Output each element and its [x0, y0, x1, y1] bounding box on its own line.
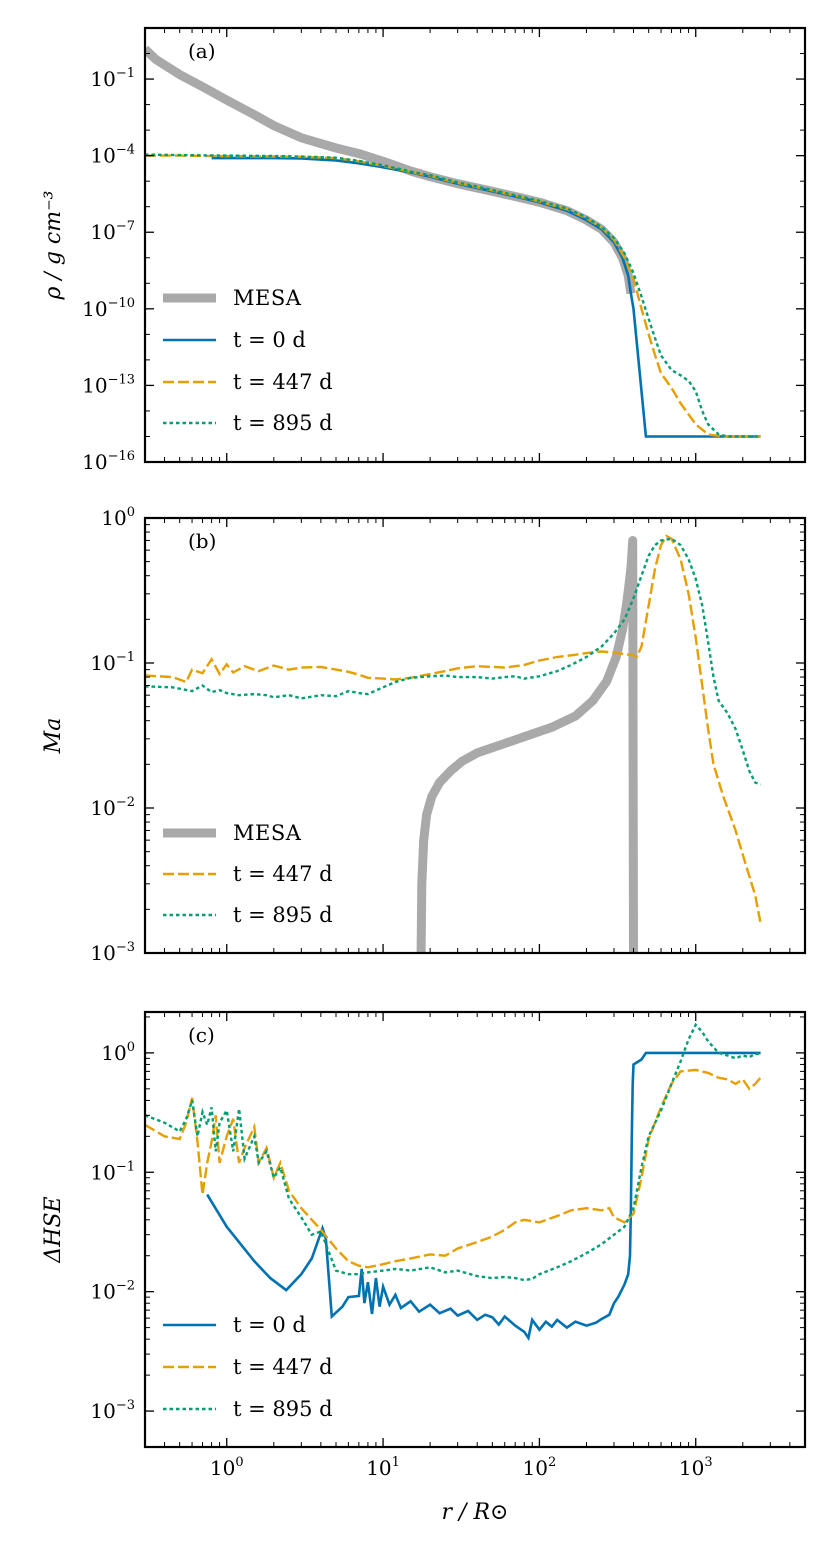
legend-entry: t = 447 d: [233, 370, 333, 394]
x-tick-label: 101: [366, 1455, 400, 1480]
y-tick-label: 10−1: [90, 1159, 135, 1184]
x-tick-label: 100: [210, 1455, 244, 1480]
y-tick-label: 10−1: [90, 66, 135, 91]
y-tick-label: 10−2: [90, 795, 135, 820]
legend: MESA t = 447 d t = 895 d: [163, 821, 333, 927]
y-tick-label: 10−16: [82, 449, 135, 474]
series-group: [145, 534, 762, 953]
y-tick-label: 100: [101, 1040, 135, 1065]
y-axis-label: Ma: [41, 718, 66, 755]
y-tick-label: 10−2: [90, 1279, 135, 1304]
legend-entry: t = 447 d: [233, 1355, 333, 1379]
y-tick-label: 10−3: [90, 1398, 135, 1423]
panel-a: 10−16 10−13 10−10 10−7 10−4 10−1 (a) ρ / g cm⁻³…: [41, 26, 807, 474]
series-group: [145, 1022, 762, 1342]
series-group: [145, 45, 761, 438]
axes-frame: [143, 26, 807, 464]
x-tick-label: 102: [523, 1455, 557, 1480]
y-tick-label: 10−13: [82, 372, 135, 397]
panel-b: 10−3 10−2 10−1 100 (b) Ma MESA t = 447 d t = 895…: [41, 505, 807, 965]
legend-entry: t = 0 d: [233, 328, 306, 352]
y-tick-label: 10−1: [90, 650, 135, 675]
y-tick-label: 100: [101, 505, 135, 530]
legend-entry: MESA: [233, 821, 302, 845]
panel-c: 10−3 10−2 10−1 100 100 101 102 103 (c) ΔHSE r / R⊙…: [41, 1010, 807, 1525]
y-tick-label: 10−7: [90, 219, 135, 244]
legend: MESA t = 0 d t = 447 d t = 895 d: [163, 286, 333, 435]
legend-entry: t = 895 d: [233, 1397, 333, 1421]
series-line-t-895-d: [145, 537, 762, 786]
x-axis-label: r / R⊙: [442, 1500, 509, 1525]
axes-frame: [143, 1010, 807, 1449]
y-tick-label: 10−4: [90, 143, 135, 168]
legend-entry: t = 0 d: [233, 1313, 306, 1337]
legend-entry: t = 895 d: [233, 411, 333, 435]
panel-label: (a): [188, 39, 216, 63]
panel-label: (b): [188, 529, 216, 553]
axes-frame: [143, 516, 807, 955]
series-line-mesa: [145, 45, 636, 295]
y-axis-label: ρ / g cm⁻³: [41, 190, 66, 300]
series-line-t-0-d: [211, 156, 761, 438]
series-line-mesa: [416, 536, 638, 953]
series-line-t-895-d: [145, 153, 761, 438]
y-tick-label: 10−3: [90, 940, 135, 965]
series-line-t-895-d: [145, 1022, 761, 1282]
series-line-t-447-d: [145, 1068, 762, 1269]
x-tick-label: 103: [679, 1455, 713, 1480]
y-tick-label: 10−10: [82, 296, 135, 321]
y-axis-label: ΔHSE: [41, 1196, 66, 1263]
series-line-t-0-d: [206, 1051, 761, 1342]
legend-entry: t = 895 d: [233, 903, 333, 927]
legend-entry: MESA: [233, 286, 302, 310]
legend: t = 0 d t = 447 d t = 895 d: [163, 1313, 333, 1421]
series-line-t-447-d: [145, 534, 762, 924]
legend-entry: t = 447 d: [233, 862, 333, 886]
panel-label: (c): [188, 1023, 215, 1047]
